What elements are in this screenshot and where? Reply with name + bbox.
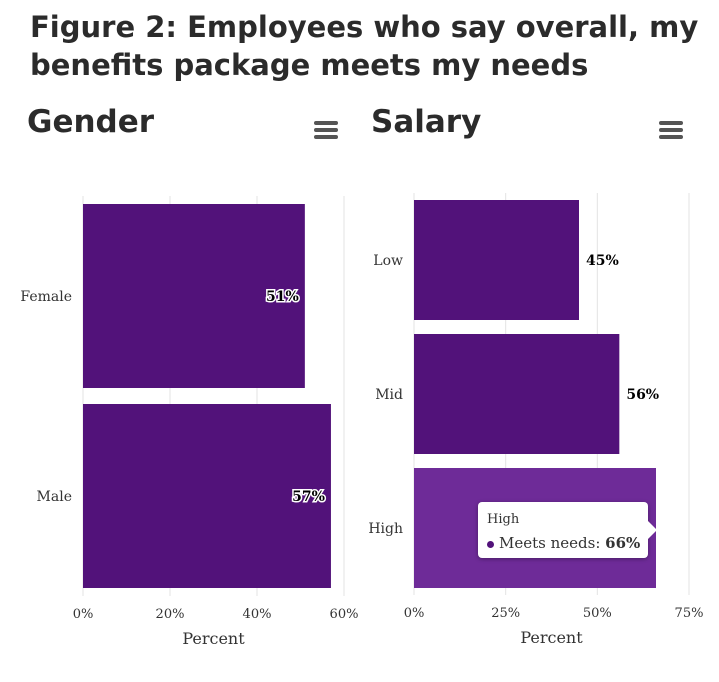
gender-x-axis-title: Percent bbox=[182, 629, 245, 648]
gender-data-label: 57% bbox=[292, 489, 325, 505]
salary-chart-title: Salary bbox=[371, 104, 482, 140]
figure-title: Figure 2: Employees who say overall, my … bbox=[30, 10, 699, 82]
salary-bar-low bbox=[414, 200, 579, 320]
gender-category-label: Male bbox=[37, 489, 72, 505]
gender-x-tick-label: 20% bbox=[156, 607, 185, 622]
tooltip-category: High bbox=[487, 512, 520, 527]
salary-x-tick-label: 75% bbox=[675, 606, 704, 621]
tooltip-series-name: Meets needs bbox=[499, 534, 596, 552]
salary-category-label: Mid bbox=[375, 387, 403, 403]
salary-chart-menu-icon[interactable] bbox=[659, 121, 683, 141]
gender-bar-male bbox=[83, 404, 331, 588]
salary-x-tick-label: 0% bbox=[404, 606, 425, 621]
salary-bar-mid bbox=[414, 334, 620, 454]
gender-data-label: 51% bbox=[266, 289, 299, 305]
chart-tooltip: High Meets needs: 66% bbox=[478, 502, 657, 558]
gender-x-tick-label: 60% bbox=[330, 607, 359, 622]
salary-data-label: 45% bbox=[586, 253, 619, 269]
gender-chart-menu-icon[interactable] bbox=[314, 121, 338, 141]
salary-data-label: 56% bbox=[626, 387, 659, 403]
tooltip-series-dot bbox=[487, 540, 494, 548]
tooltip-value: 66% bbox=[605, 534, 641, 552]
gender-category-label: Female bbox=[20, 289, 72, 305]
salary-category-label: Low bbox=[373, 253, 403, 269]
gender-bar-female bbox=[83, 204, 305, 388]
tooltip-series-row: Meets needs: 66% bbox=[487, 534, 640, 552]
salary-x-tick-label: 25% bbox=[491, 606, 520, 621]
salary-x-tick-label: 50% bbox=[583, 606, 612, 621]
salary-category-label: High bbox=[368, 521, 403, 537]
gender-chart-title: Gender bbox=[27, 104, 155, 140]
gender-x-tick-label: 0% bbox=[73, 607, 94, 622]
gender-x-tick-label: 40% bbox=[243, 607, 272, 622]
salary-x-axis-title: Percent bbox=[520, 628, 583, 647]
